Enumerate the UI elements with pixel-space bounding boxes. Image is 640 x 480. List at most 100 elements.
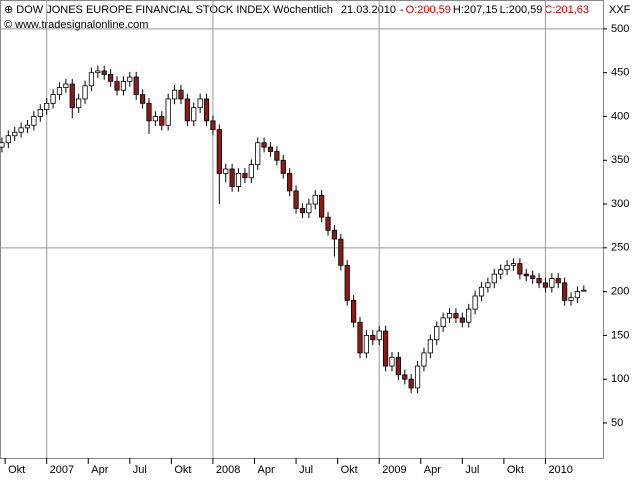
candle-body xyxy=(568,297,574,301)
candle-body xyxy=(408,378,414,389)
candle-body xyxy=(581,289,587,292)
candle-body xyxy=(235,172,242,187)
candle-body xyxy=(5,135,11,144)
header-separator: - xyxy=(400,4,404,16)
candle-body xyxy=(530,275,536,279)
x-tick-label: 2008 xyxy=(216,464,240,476)
x-tick-label: Jul xyxy=(133,464,147,476)
candle-body xyxy=(542,282,549,288)
candle-body xyxy=(549,278,555,288)
candle-body xyxy=(555,278,561,284)
candle-body xyxy=(114,81,120,91)
candle-body xyxy=(82,85,88,100)
candle-body xyxy=(216,129,222,174)
y-tick-label: 300 xyxy=(611,198,629,210)
x-tick-label: Okt xyxy=(507,464,524,476)
y-tick-label: 450 xyxy=(611,67,629,79)
candle-body xyxy=(152,116,158,122)
candle-body xyxy=(338,238,344,266)
candle-body xyxy=(363,334,370,354)
candle-body xyxy=(504,264,510,271)
x-tick-label: 2009 xyxy=(382,464,406,476)
x-tick-label: Apr xyxy=(258,464,275,476)
y-tick-label: 400 xyxy=(611,110,629,122)
x-tick-label: Jul xyxy=(299,464,313,476)
candle-body xyxy=(255,142,261,166)
y-tick-label: 100 xyxy=(611,373,629,385)
candle-body xyxy=(31,116,37,126)
y-tick-label: 350 xyxy=(611,154,629,166)
candle-body xyxy=(0,142,5,148)
candle-body xyxy=(402,374,408,380)
header: ⊕ DOW JONES EUROPE FINANCIAL STOCK INDEX… xyxy=(4,4,589,16)
candle-body xyxy=(18,127,24,133)
header-date: 21.03.2010 xyxy=(341,4,396,16)
y-tick-label: 250 xyxy=(611,242,629,254)
candle-body xyxy=(56,87,63,95)
header-high: H:207,15 xyxy=(453,4,498,16)
candle-body xyxy=(562,282,568,301)
candle-body xyxy=(261,142,267,148)
candle-body xyxy=(299,208,306,214)
candle-body xyxy=(351,299,357,323)
candle-body xyxy=(165,98,171,126)
candle-body xyxy=(325,216,331,231)
header-close: C:201,63 xyxy=(544,4,589,16)
candle-body xyxy=(101,70,107,75)
plot-frame xyxy=(0,0,604,459)
candle-body xyxy=(69,83,75,109)
candle-body xyxy=(536,278,542,284)
candle-body xyxy=(510,263,517,266)
candle-body xyxy=(223,168,229,174)
y-tick-label: 50 xyxy=(611,417,623,429)
candle-body xyxy=(63,83,69,88)
candle-body xyxy=(293,190,299,209)
candle-body xyxy=(478,286,485,297)
candle-body xyxy=(306,203,312,214)
x-tick-label: Apr xyxy=(91,464,108,476)
candle-body xyxy=(203,98,210,122)
candle-body xyxy=(50,94,56,104)
x-tick-label: Okt xyxy=(174,464,191,476)
candle-body xyxy=(485,282,491,288)
candle-body xyxy=(491,273,497,284)
candle-body xyxy=(459,317,465,323)
x-tick-label: 2010 xyxy=(548,464,572,476)
candle-body xyxy=(312,194,318,205)
candle-body xyxy=(382,330,389,367)
x-tick-label: Okt xyxy=(8,464,25,476)
candle-body xyxy=(197,98,203,109)
candle-body xyxy=(517,263,523,275)
candle-body xyxy=(523,273,529,277)
candle-body xyxy=(184,98,190,122)
source: © www.tradesignalonline.com xyxy=(4,19,148,31)
candle-body xyxy=(12,131,18,137)
candle-body xyxy=(88,72,95,87)
header-low: L:200,59 xyxy=(500,4,543,16)
candle-body xyxy=(171,89,178,100)
candle-body xyxy=(376,330,382,341)
y-tick-label: 500 xyxy=(611,23,629,35)
candle-body xyxy=(453,313,459,319)
candle-body xyxy=(427,339,433,354)
candle-body xyxy=(229,168,235,187)
candle-body xyxy=(389,356,395,367)
candle-body xyxy=(178,89,184,100)
candle-body xyxy=(24,124,31,129)
candle-body xyxy=(120,81,127,91)
candle-body xyxy=(139,94,146,104)
header-title: DOW JONES EUROPE FINANCIAL STOCK INDEX W… xyxy=(16,4,333,16)
candle-body xyxy=(76,98,82,109)
candle-body xyxy=(127,76,133,82)
candle-body xyxy=(319,194,325,218)
candle-body xyxy=(95,70,101,74)
candle-body xyxy=(466,308,472,323)
candle-body xyxy=(287,172,293,192)
candle-body xyxy=(331,229,338,240)
candle-body xyxy=(395,356,401,376)
candle-body xyxy=(434,326,440,341)
y-tick-label: 200 xyxy=(611,286,629,298)
candle-body xyxy=(440,317,446,328)
candle-body xyxy=(370,334,376,341)
